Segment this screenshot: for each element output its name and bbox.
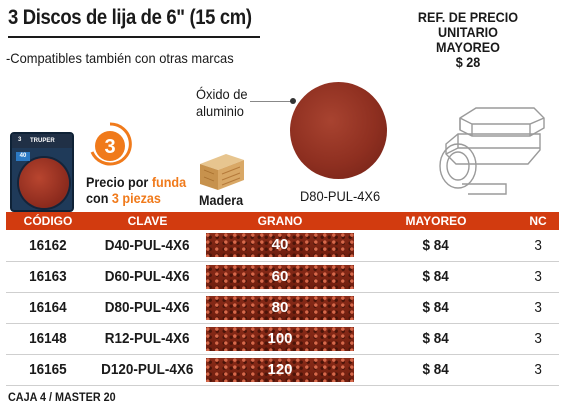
header-mayoreo: MAYOREO [355, 212, 517, 230]
callout-dot [290, 98, 296, 104]
badge-number: 3 [104, 136, 115, 158]
ref-mayoreo-label: MAYOREO [436, 39, 500, 55]
pack-count: 3 [18, 137, 22, 143]
number-badge-icon: 3 [90, 122, 132, 166]
nc-cell: 3 [534, 330, 542, 347]
header-nc: NC [517, 212, 559, 230]
grit-swatch: 80 [206, 295, 354, 320]
wood-label: Madera [199, 192, 244, 208]
grano-cell: 80 [271, 298, 289, 316]
clave-cell: D60-PUL-4X6 [105, 268, 190, 285]
clave-cell: D120-PUL-4X6 [101, 361, 194, 378]
pack-brand: TRUPER [30, 138, 55, 144]
codigo-cell: 16162 [29, 236, 67, 254]
mayoreo-cell: $ 84 [422, 236, 450, 254]
title-divider [8, 36, 260, 38]
grit-swatch: 40 [206, 233, 354, 258]
grit-swatch: 120 [206, 357, 354, 382]
ref-price: $ 28 [455, 54, 481, 70]
unit-price-reference: REF. DE PRECIO UNITARIO MAYOREO $ 28 [389, 10, 547, 70]
table-row: 16163 D60-PUL-4X6 60 $ 84 3 [6, 261, 559, 293]
pack-grit: 40 [16, 152, 30, 161]
sanding-disc-icon [290, 82, 387, 179]
mayoreo-cell: $ 84 [422, 268, 450, 285]
clave-cell: R12-PUL-4X6 [105, 330, 190, 347]
abrasive-material-label: Óxido de aluminio [196, 86, 248, 119]
grano-cell: 40 [271, 236, 289, 254]
disc-code-label: D80-PUL-4X6 [300, 188, 381, 204]
price-per-sleeve: Precio por funda con 3 piezas [86, 174, 187, 206]
table-header-row: CÓDIGO CLAVE GRANO MAYOREO NC [6, 212, 559, 230]
header-codigo: CÓDIGO [6, 212, 90, 230]
grano-cell: 120 [267, 360, 293, 378]
nc-cell: 3 [534, 361, 542, 378]
nc-cell: 3 [534, 299, 542, 316]
callout-line [250, 101, 294, 102]
grano-cell: 100 [267, 329, 293, 347]
compatibility-note: -Compatibles también con otras marcas [6, 50, 234, 66]
codigo-cell: 16148 [29, 330, 67, 347]
ref-label: REF. DE PRECIO UNITARIO [417, 9, 519, 40]
page-title: 3 Discos de lija de 6" (15 cm) [8, 6, 252, 29]
mayoreo-cell: $ 84 [422, 361, 450, 378]
sandpaper-pack-icon: 3 TRUPER 40 [10, 132, 74, 212]
wood-plank-icon [200, 154, 244, 190]
codigo-cell: 16164 [29, 299, 67, 316]
packaging-info: CAJA 4 / MASTER 20 [8, 390, 116, 404]
codigo-cell: 16165 [29, 361, 67, 378]
grit-swatch: 100 [206, 326, 354, 351]
grano-cell: 60 [271, 267, 289, 285]
table-row: 16162 D40-PUL-4X6 40 $ 84 3 [6, 230, 559, 262]
mayoreo-cell: $ 84 [422, 330, 450, 347]
grit-swatch: 60 [206, 264, 354, 289]
price-table: CÓDIGO CLAVE GRANO MAYOREO NC 16162 D40-… [6, 212, 559, 386]
pack-disc [19, 158, 69, 208]
nc-cell: 3 [534, 236, 542, 254]
clave-cell: D40-PUL-4X6 [105, 236, 190, 254]
mayoreo-cell: $ 84 [422, 299, 450, 316]
sander-tool-icon [439, 107, 545, 195]
header-clave: CLAVE [90, 212, 205, 230]
nc-cell: 3 [534, 268, 542, 285]
clave-cell: D80-PUL-4X6 [105, 299, 190, 316]
table-row: 16148 R12-PUL-4X6 100 $ 84 3 [6, 323, 559, 355]
codigo-cell: 16163 [29, 268, 67, 285]
header-grano: GRANO [205, 212, 355, 230]
table-row: 16164 D80-PUL-4X6 80 $ 84 3 [6, 292, 559, 324]
table-row: 16165 D120-PUL-4X6 120 $ 84 3 [6, 354, 559, 386]
